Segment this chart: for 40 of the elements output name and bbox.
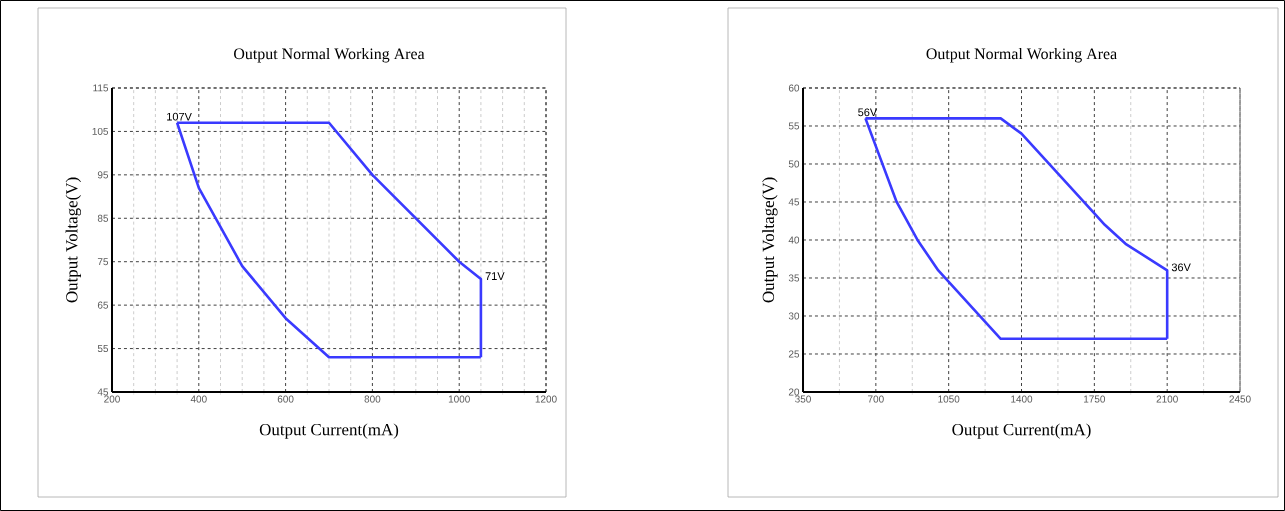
x-tick-label: 1400 — [1011, 395, 1033, 403]
y-axis-title: Output Voltage(V) — [762, 177, 778, 303]
y-tick-label: 45 — [788, 198, 800, 206]
y-tick-label: 45 — [97, 388, 109, 396]
y-tick-label: 55 — [97, 345, 109, 353]
x-axis-title: Output Current(mA) — [259, 423, 399, 439]
x-tick-label: 700 — [868, 395, 884, 403]
y-tick-label: 55 — [788, 122, 800, 130]
y-axis-title: Output Voltage(V) — [65, 177, 82, 303]
y-tick-label: 85 — [97, 214, 109, 222]
chart-title: Output Normal Working Area — [926, 47, 1117, 63]
annotation: 36V — [1171, 263, 1191, 272]
y-tick-label: 60 — [788, 84, 800, 92]
annotation: 56V — [858, 108, 878, 117]
x-tick-label: 2450 — [1229, 395, 1251, 403]
y-tick-label: 75 — [97, 258, 109, 266]
x-tick-label: 200 — [104, 395, 120, 403]
x-tick-label: 400 — [190, 395, 207, 403]
x-tick-label: 1750 — [1084, 395, 1106, 403]
y-tick-label: 20 — [788, 388, 800, 396]
y-tick-label: 65 — [97, 301, 109, 309]
y-tick-label: 105 — [92, 127, 109, 135]
y-tick-label: 95 — [97, 171, 109, 179]
x-tick-label: 1000 — [448, 395, 470, 403]
x-tick-label: 350 — [795, 395, 811, 403]
y-tick-label: 50 — [788, 160, 800, 168]
x-tick-label: 1050 — [938, 395, 960, 403]
x-axis-title: Output Current(mA) — [952, 423, 1091, 439]
y-tick-label: 30 — [788, 312, 800, 320]
x-tick-label: 800 — [364, 395, 381, 403]
y-tick-label: 25 — [788, 350, 800, 358]
x-tick-label: 2100 — [1156, 395, 1178, 403]
y-tick-label: 35 — [788, 274, 800, 282]
x-tick-label: 1200 — [535, 395, 557, 403]
chart-title: Output Normal Working Area — [234, 47, 425, 63]
annotation: 107V — [167, 112, 192, 121]
x-tick-label: 600 — [277, 395, 294, 403]
annotation: 71V — [485, 272, 505, 280]
y-tick-label: 40 — [788, 236, 800, 244]
y-tick-label: 115 — [93, 84, 109, 92]
